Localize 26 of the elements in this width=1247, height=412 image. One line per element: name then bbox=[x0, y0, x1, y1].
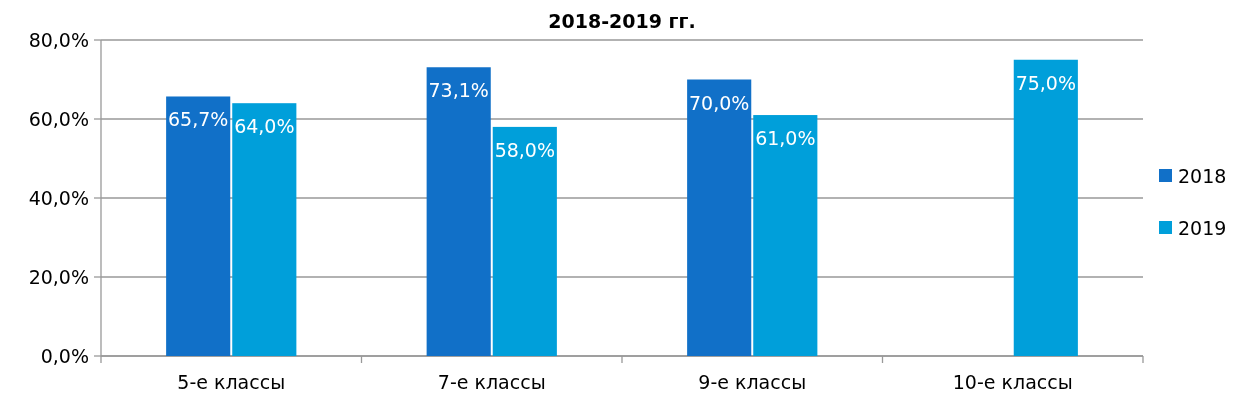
bar bbox=[232, 103, 297, 356]
data-label: 73,1% bbox=[428, 79, 489, 102]
bar bbox=[687, 79, 752, 356]
x-tick-label: 7-е классы bbox=[437, 371, 546, 393]
data-label: 70,0% bbox=[689, 91, 750, 114]
data-label: 75,0% bbox=[1015, 71, 1076, 94]
y-tick-label: 20,0% bbox=[28, 265, 89, 288]
chart-title: 2018-2019 гг. bbox=[548, 10, 696, 32]
bar bbox=[1013, 59, 1078, 356]
x-tick-label: 10-е классы bbox=[952, 371, 1073, 393]
bar bbox=[166, 96, 231, 356]
data-label: 61,0% bbox=[755, 127, 816, 150]
data-label: 65,7% bbox=[168, 108, 229, 131]
x-tick-label: 9-е классы bbox=[698, 371, 807, 393]
legend-label: 2018 bbox=[1178, 164, 1227, 187]
bar bbox=[753, 115, 818, 356]
y-tick-label: 60,0% bbox=[28, 107, 89, 130]
bar bbox=[492, 126, 557, 356]
y-tick-label: 40,0% bbox=[28, 186, 89, 209]
data-label: 58,0% bbox=[494, 138, 555, 161]
x-tick-label: 5-е классы bbox=[177, 371, 286, 393]
y-tick-label: 0,0% bbox=[40, 344, 89, 367]
bar bbox=[426, 67, 491, 356]
legend-label: 2019 bbox=[1178, 216, 1227, 239]
y-tick-label: 80,0% bbox=[28, 28, 89, 51]
data-label: 64,0% bbox=[234, 115, 295, 138]
